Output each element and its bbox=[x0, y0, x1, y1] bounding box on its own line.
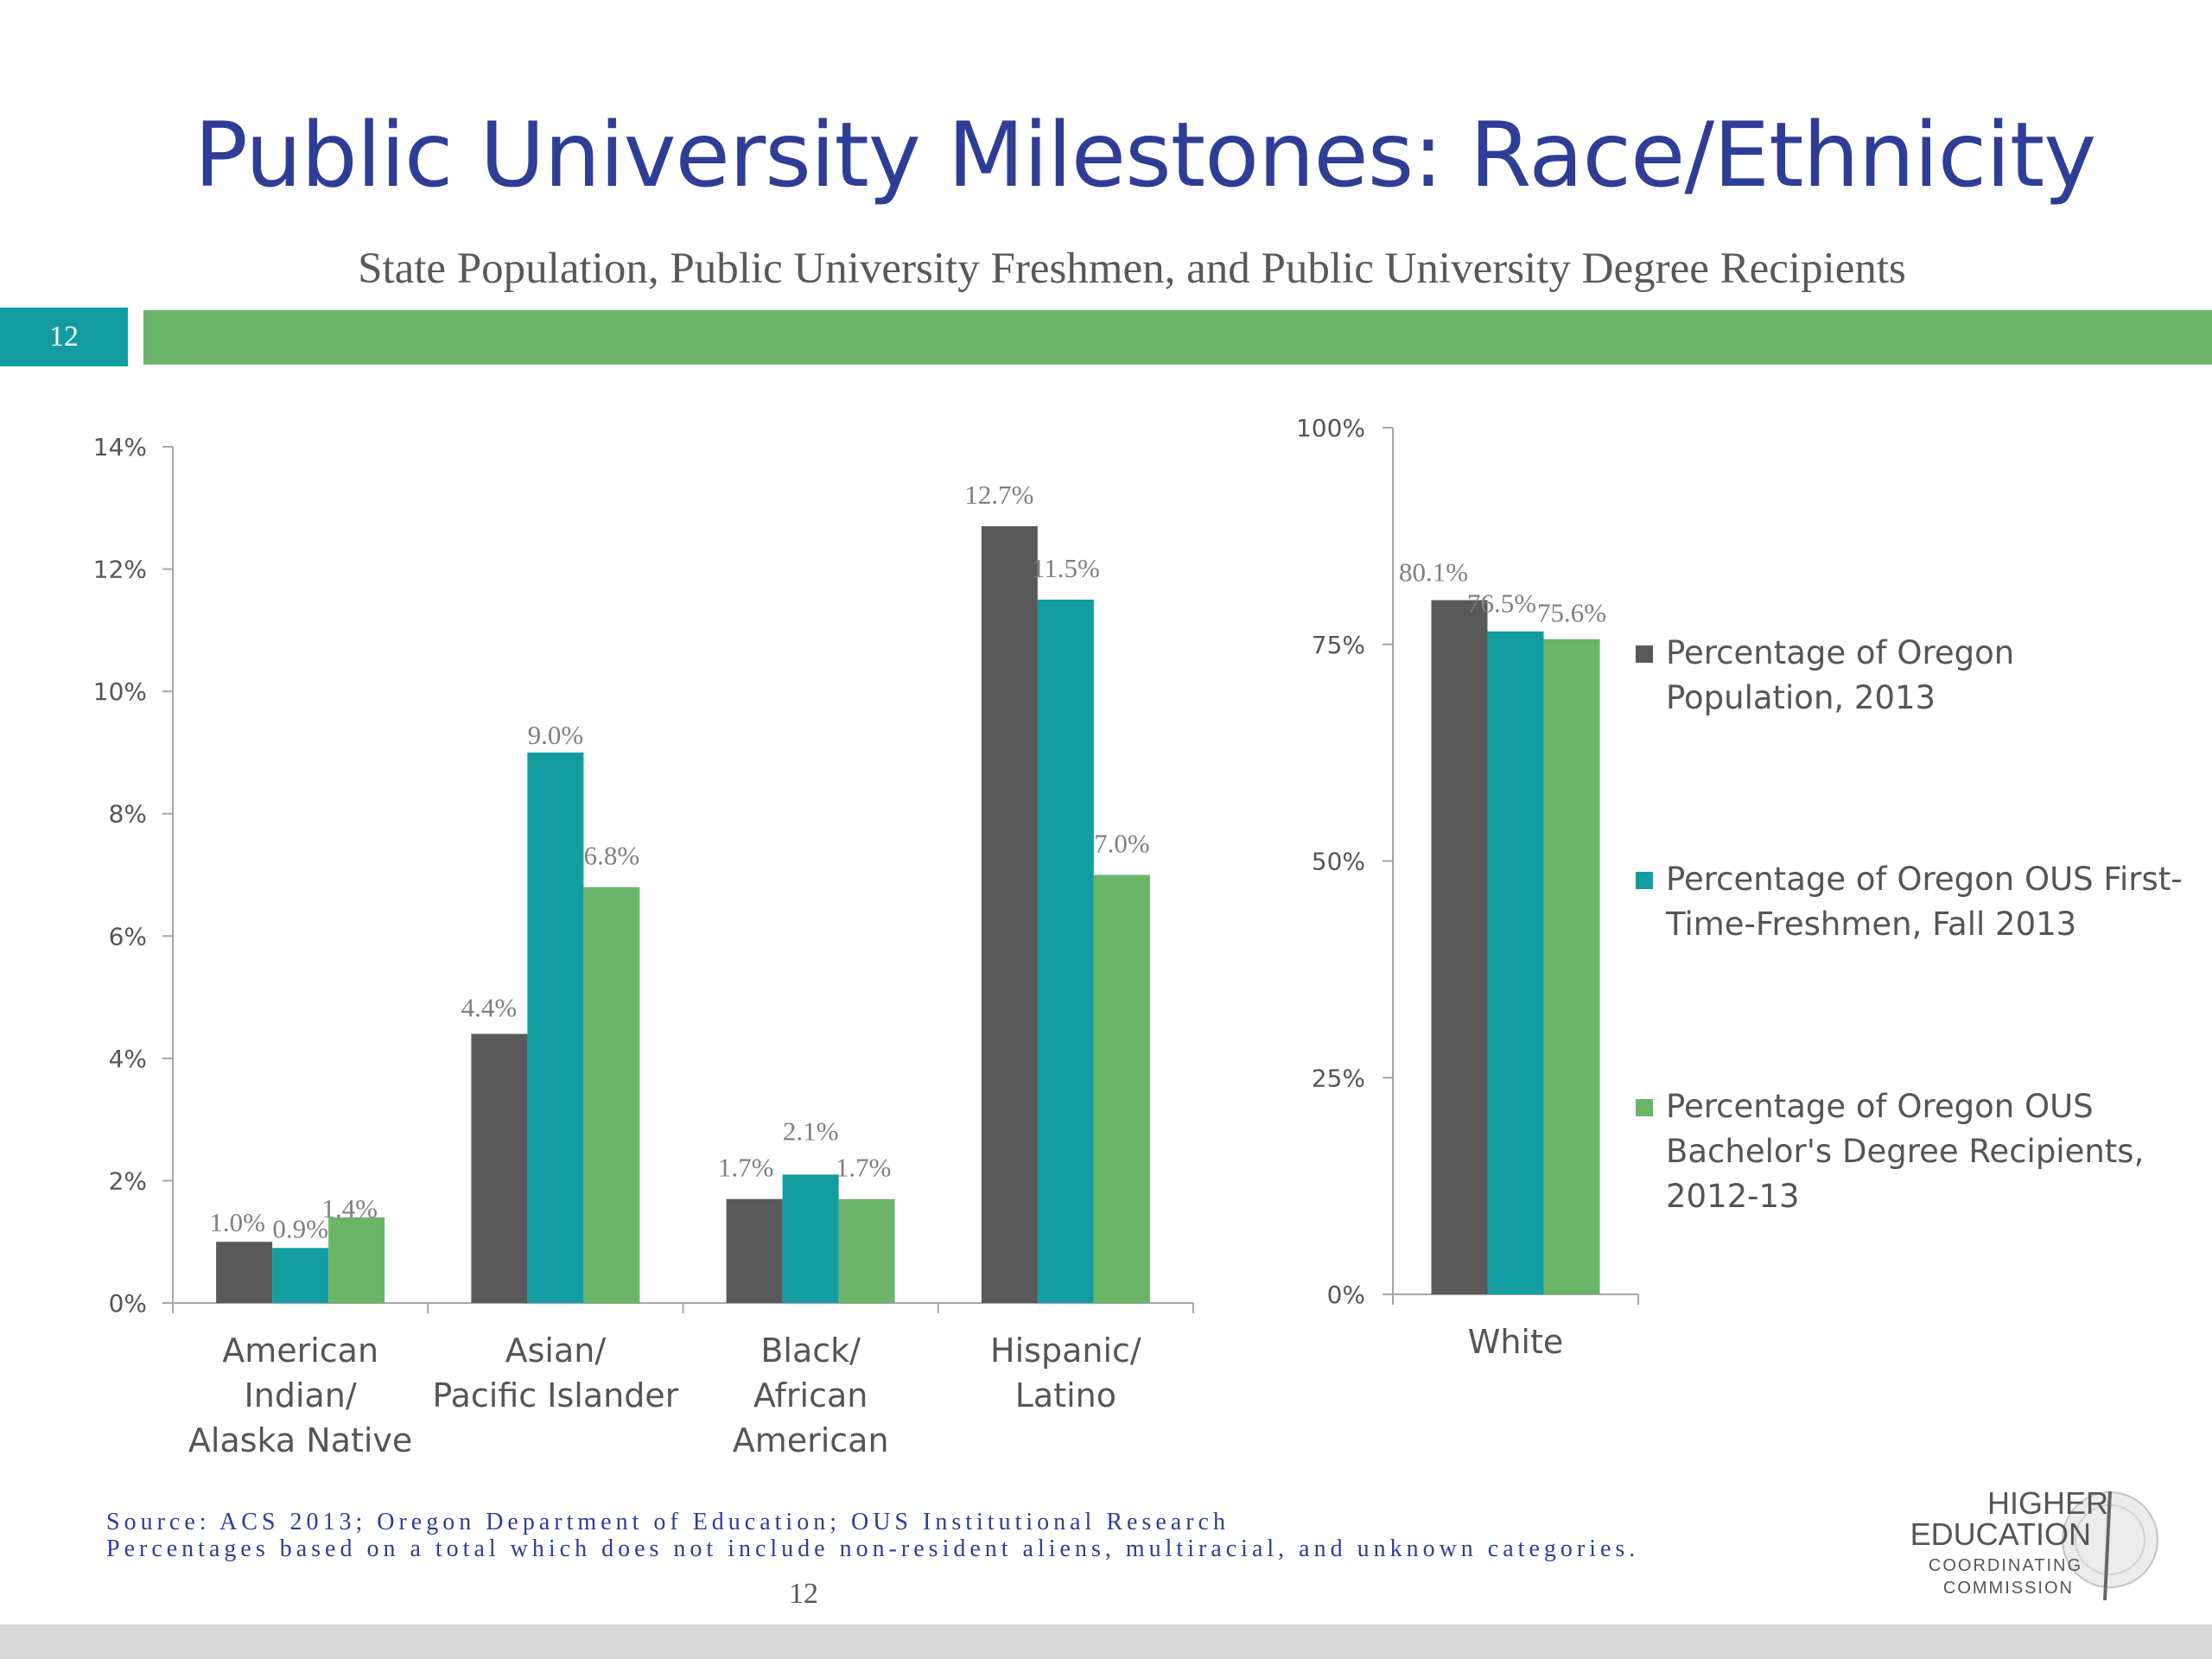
y-tick-label: 50% bbox=[1312, 848, 1365, 876]
source-note: Source: ACS 2013; Oregon Department of E… bbox=[106, 1509, 1834, 1562]
bar bbox=[726, 1198, 783, 1303]
data-label: 1.4% bbox=[321, 1193, 378, 1224]
y-tick-label: 8% bbox=[109, 800, 147, 829]
data-label: 9.0% bbox=[528, 720, 584, 750]
logo-text: EDUCATION bbox=[1910, 1516, 2091, 1552]
x-category-label: Latino bbox=[1015, 1376, 1116, 1414]
y-tick-label: 4% bbox=[109, 1045, 147, 1073]
bar bbox=[1431, 600, 1488, 1294]
slide-number-badge: 12 bbox=[0, 308, 128, 366]
data-label: 1.0% bbox=[209, 1207, 265, 1237]
bar bbox=[1093, 874, 1150, 1303]
logo-text: COORDINATING bbox=[1929, 1556, 2082, 1575]
bar bbox=[583, 887, 640, 1303]
y-tick-label: 6% bbox=[109, 922, 147, 950]
data-label: 76.5% bbox=[1467, 588, 1536, 619]
logo-text: COMMISSION bbox=[1943, 1579, 2074, 1598]
legend-swatch bbox=[1636, 645, 1653, 663]
bar bbox=[471, 1033, 528, 1303]
legend-swatch bbox=[1636, 1099, 1653, 1116]
y-tick-label: 0% bbox=[109, 1289, 147, 1318]
y-tick-label: 10% bbox=[93, 677, 147, 706]
data-label: 2.1% bbox=[783, 1116, 839, 1146]
legend-label: Percentage of Oregon OUS Bachelor's Degr… bbox=[1666, 1088, 2145, 1215]
bar bbox=[782, 1174, 839, 1303]
x-category-label: American bbox=[222, 1332, 378, 1370]
hecc-logo: HIGHER EDUCATION COORDINATING COMMISSION bbox=[1910, 1485, 2158, 1600]
y-tick-label: 100% bbox=[1296, 414, 1365, 442]
data-label: 6.8% bbox=[584, 841, 640, 871]
x-category-label: Hispanic/ bbox=[990, 1332, 1141, 1370]
x-category-label: Black/ bbox=[760, 1332, 861, 1370]
bar bbox=[1037, 599, 1094, 1303]
bar bbox=[527, 752, 584, 1303]
bar bbox=[1487, 631, 1544, 1294]
data-label: 12.7% bbox=[964, 480, 1033, 510]
legend-swatch bbox=[1636, 872, 1653, 889]
data-label: 75.6% bbox=[1537, 598, 1606, 628]
data-label: 4.4% bbox=[461, 993, 518, 1023]
slide-title: Public University Milestones: Race/Ethni… bbox=[194, 104, 2097, 207]
x-category-label: Asian/ bbox=[505, 1332, 607, 1370]
x-category-label: White bbox=[1468, 1323, 1564, 1361]
data-label: 1.7% bbox=[718, 1153, 774, 1183]
y-tick-label: 2% bbox=[109, 1166, 147, 1195]
data-label: 1.7% bbox=[836, 1153, 892, 1183]
y-tick-label: 12% bbox=[93, 556, 147, 584]
y-tick-label: 14% bbox=[93, 433, 147, 461]
header-divider-bar bbox=[143, 310, 2212, 365]
data-label: 80.1% bbox=[1399, 557, 1468, 588]
footer-band bbox=[0, 1624, 2212, 1659]
bar bbox=[981, 526, 1038, 1303]
logo-text: HIGHER bbox=[1987, 1485, 2108, 1521]
y-tick-label: 75% bbox=[1312, 631, 1365, 659]
bar bbox=[216, 1242, 273, 1303]
source-line: Source: ACS 2013; Oregon Department of E… bbox=[106, 1509, 1230, 1535]
slide-subtitle: State Population, Public University Fres… bbox=[358, 245, 1906, 293]
y-tick-label: 25% bbox=[1312, 1064, 1365, 1092]
x-category-label: Indian/ bbox=[245, 1376, 357, 1414]
legend-label: Percentage of Oregon OUS First-Time-Fres… bbox=[1666, 861, 2183, 943]
x-category-label: Alaska Native bbox=[188, 1421, 412, 1459]
bar bbox=[328, 1217, 385, 1303]
bar-chart-area: 0% 2% 4% 6% 8% 10% 12% 14% American Indian/Alaska… bbox=[93, 414, 1639, 1459]
data-label: 11.5% bbox=[1032, 553, 1100, 583]
page-number: 12 bbox=[789, 1578, 818, 1610]
bar bbox=[1543, 639, 1600, 1294]
data-label: 0.9% bbox=[272, 1213, 328, 1243]
data-label: 7.0% bbox=[1094, 829, 1150, 859]
x-category-label: American bbox=[733, 1421, 889, 1459]
x-category-label: Pacific Islander bbox=[432, 1376, 678, 1414]
percentages-note-line: Percentages based on a total which does … bbox=[106, 1535, 1640, 1562]
legend-label: Percentage of Oregon Population, 2013 bbox=[1666, 634, 2015, 716]
y-tick-label: 0% bbox=[1327, 1281, 1365, 1309]
bar bbox=[838, 1198, 895, 1303]
bar bbox=[272, 1248, 329, 1303]
x-category-label: African bbox=[753, 1376, 868, 1414]
